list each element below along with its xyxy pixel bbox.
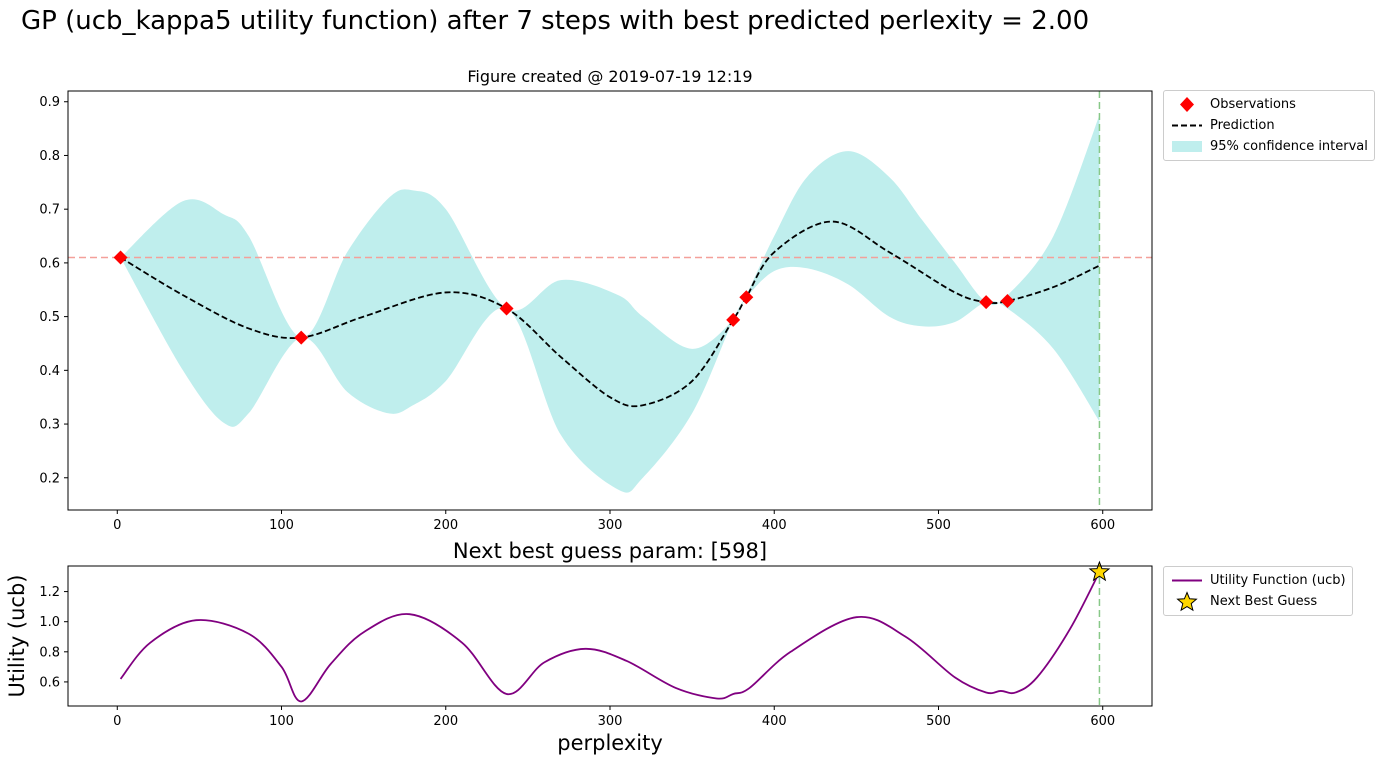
utility-xtick-label: 500 bbox=[926, 714, 951, 729]
utility-line-key bbox=[1170, 570, 1204, 591]
observation-point bbox=[979, 295, 994, 310]
legend-label-next-guess: Next Best Guess bbox=[1210, 594, 1318, 609]
legend-item-next-guess: Next Best Guess bbox=[1170, 591, 1346, 612]
gp-ytick-label: 0.6 bbox=[39, 256, 60, 271]
utility-xtick-label: 200 bbox=[433, 714, 458, 729]
utility-line bbox=[119, 571, 1101, 703]
gp-ytick-label: 0.2 bbox=[39, 471, 60, 486]
gp-xtick-label: 200 bbox=[433, 518, 458, 533]
gp-xtick-label: 0 bbox=[113, 518, 121, 533]
observation-point bbox=[726, 312, 741, 327]
legend-label-observations: Observations bbox=[1210, 97, 1296, 112]
gp-legend: Observations Prediction 95% confidence i… bbox=[1163, 90, 1375, 161]
prediction-line-key bbox=[1170, 115, 1204, 136]
legend-label-confidence: 95% confidence interval bbox=[1210, 139, 1368, 154]
confidence-patch-key bbox=[1170, 136, 1204, 157]
utility-axes: Next best guess param: [598] 0 100 200 300 4… bbox=[5, 539, 1153, 755]
observation-point bbox=[1000, 294, 1015, 309]
gp-xtick-label: 400 bbox=[762, 518, 787, 533]
gp-ytick-label: 0.8 bbox=[39, 149, 60, 164]
utility-ytick-label: 0.8 bbox=[39, 645, 60, 660]
figure-suptitle: GP (ucb_kappa5 utility function) after 7… bbox=[21, 6, 1090, 36]
gp-ytick-label: 0.4 bbox=[39, 364, 60, 379]
gp-ytick-label: 0.3 bbox=[39, 418, 60, 433]
utility-y-axis-label: Utility (ucb) bbox=[5, 574, 29, 697]
next-best-guess-star bbox=[1088, 560, 1111, 582]
utility-ytick-label: 0.6 bbox=[39, 675, 60, 690]
gp-ytick-label: 0.9 bbox=[39, 95, 60, 110]
prediction-line bbox=[120, 220, 1100, 408]
confidence-interval-band bbox=[120, 115, 1100, 493]
utility-xtick-label: 400 bbox=[762, 714, 787, 729]
star-icon bbox=[1170, 591, 1204, 612]
utility-legend: Utility Function (ucb) Next Best Guess bbox=[1163, 566, 1353, 616]
legend-label-prediction: Prediction bbox=[1210, 118, 1275, 133]
observation-point bbox=[499, 301, 514, 316]
gp-xtick-label: 300 bbox=[598, 518, 623, 533]
utility-axes-title: Next best guess param: [598] bbox=[453, 539, 767, 563]
utility-ytick-label: 1.2 bbox=[39, 585, 60, 600]
utility-xtick-label: 100 bbox=[269, 714, 294, 729]
gp-xtick-label: 500 bbox=[926, 518, 951, 533]
legend-item-observations: Observations bbox=[1170, 94, 1368, 115]
gp-xtick-label: 100 bbox=[269, 518, 294, 533]
utility-axes-frame bbox=[67, 565, 1153, 707]
utility-x-axis-label: perplexity bbox=[557, 731, 663, 755]
observation-point bbox=[739, 290, 754, 305]
observation-point bbox=[294, 330, 309, 345]
legend-item-prediction: Prediction bbox=[1170, 115, 1368, 136]
utility-xtick-label: 600 bbox=[1090, 714, 1115, 729]
observation-marker-key bbox=[1170, 94, 1204, 115]
legend-item-confidence: 95% confidence interval bbox=[1170, 136, 1368, 157]
legend-item-utility: Utility Function (ucb) bbox=[1170, 570, 1346, 591]
gp-ytick-label: 0.7 bbox=[39, 203, 60, 218]
gp-axes-title: Figure created @ 2019-07-19 12:19 bbox=[467, 67, 752, 86]
legend-label-utility: Utility Function (ucb) bbox=[1210, 573, 1346, 588]
utility-xtick-label: 300 bbox=[598, 714, 623, 729]
observation-point bbox=[113, 250, 128, 265]
utility-xtick-label: 0 bbox=[113, 714, 121, 729]
utility-ytick-label: 1.0 bbox=[39, 615, 60, 630]
gp-prediction-axes: Figure created @ 2019-07-19 12:19 0 100 20… bbox=[39, 67, 1153, 533]
gp-xtick-label: 600 bbox=[1090, 518, 1115, 533]
gp-ytick-label: 0.5 bbox=[39, 310, 60, 325]
